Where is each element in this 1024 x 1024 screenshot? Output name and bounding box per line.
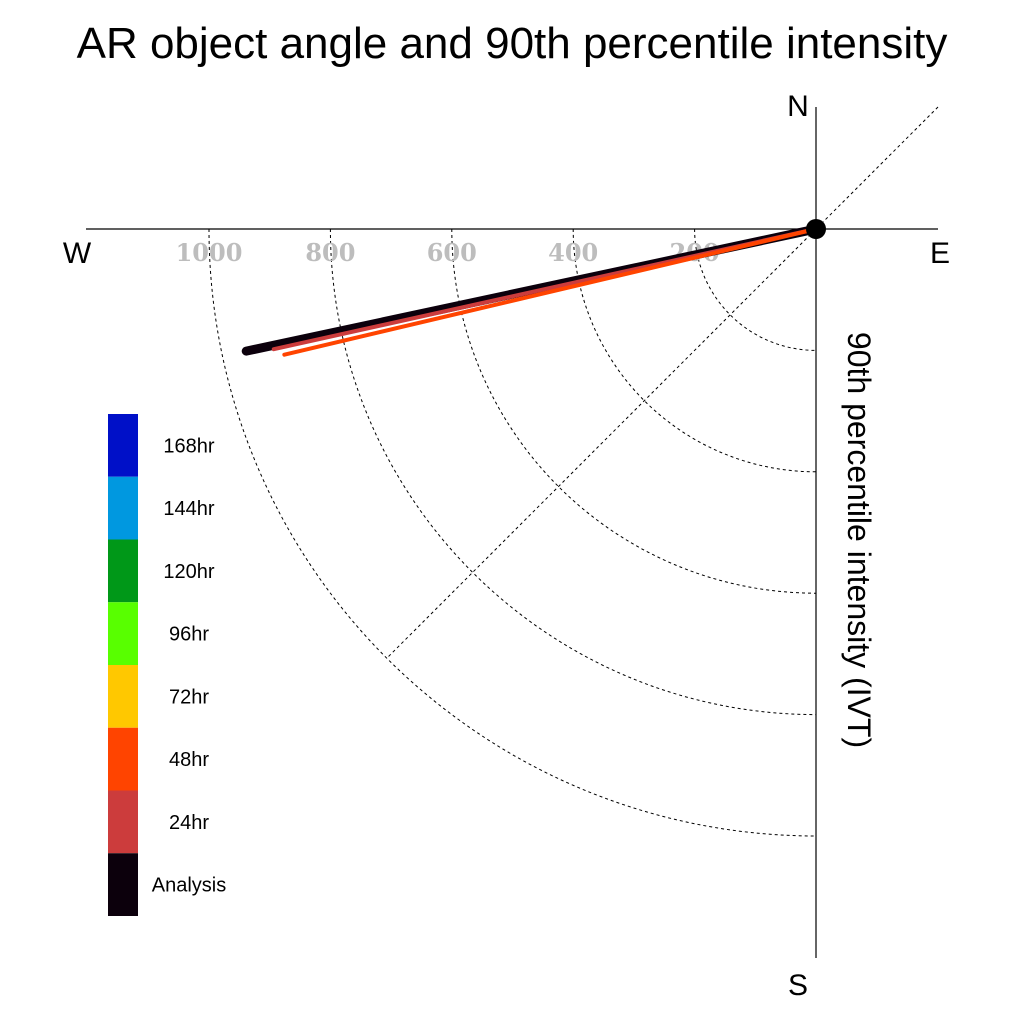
polar-grid xyxy=(208,106,939,837)
tick-label-800: 800 xyxy=(305,238,355,267)
tick-label-1000: 1000 xyxy=(176,238,243,267)
legend: 168hr 144hr 120hr 96hr 72hr 48hr 24hr Analysis xyxy=(108,414,226,916)
legend-swatch-analysis xyxy=(108,853,138,916)
ring-800 xyxy=(329,228,817,716)
chart-title: AR object angle and 90th percentile inte… xyxy=(77,19,948,68)
legend-label-72hr: 72hr xyxy=(169,686,209,708)
compass-north-label: N xyxy=(787,90,809,123)
vector-48hr xyxy=(282,227,818,357)
legend-label-168hr: 168hr xyxy=(163,435,214,457)
tick-label-400: 400 xyxy=(548,238,598,267)
compass-south-label: S xyxy=(788,969,808,1002)
ring-600 xyxy=(451,228,817,594)
origin-marker xyxy=(806,219,826,239)
legend-swatch-168hr xyxy=(108,414,138,477)
diagonal-gridline xyxy=(386,106,939,659)
compass-west-label: W xyxy=(63,237,92,270)
legend-swatch-144hr xyxy=(108,476,138,540)
legend-swatch-72hr xyxy=(108,665,138,728)
legend-swatch-96hr xyxy=(108,602,138,665)
legend-label-analysis: Analysis xyxy=(152,875,226,897)
radial-axis-label: 90th percentile intensity (IVT) xyxy=(841,332,877,748)
legend-label-48hr: 48hr xyxy=(169,749,209,771)
legend-swatch-24hr xyxy=(108,790,138,854)
legend-swatch-48hr xyxy=(108,727,138,791)
vector-series xyxy=(241,224,821,357)
legend-swatch-120hr xyxy=(108,539,138,603)
legend-label-144hr: 144hr xyxy=(163,498,214,520)
compass-east-label: E xyxy=(930,237,950,270)
legend-label-96hr: 96hr xyxy=(169,624,209,646)
legend-label-120hr: 120hr xyxy=(163,561,214,583)
legend-label-24hr: 24hr xyxy=(169,812,209,834)
ring-1000 xyxy=(208,228,817,837)
tick-label-600: 600 xyxy=(427,238,477,267)
